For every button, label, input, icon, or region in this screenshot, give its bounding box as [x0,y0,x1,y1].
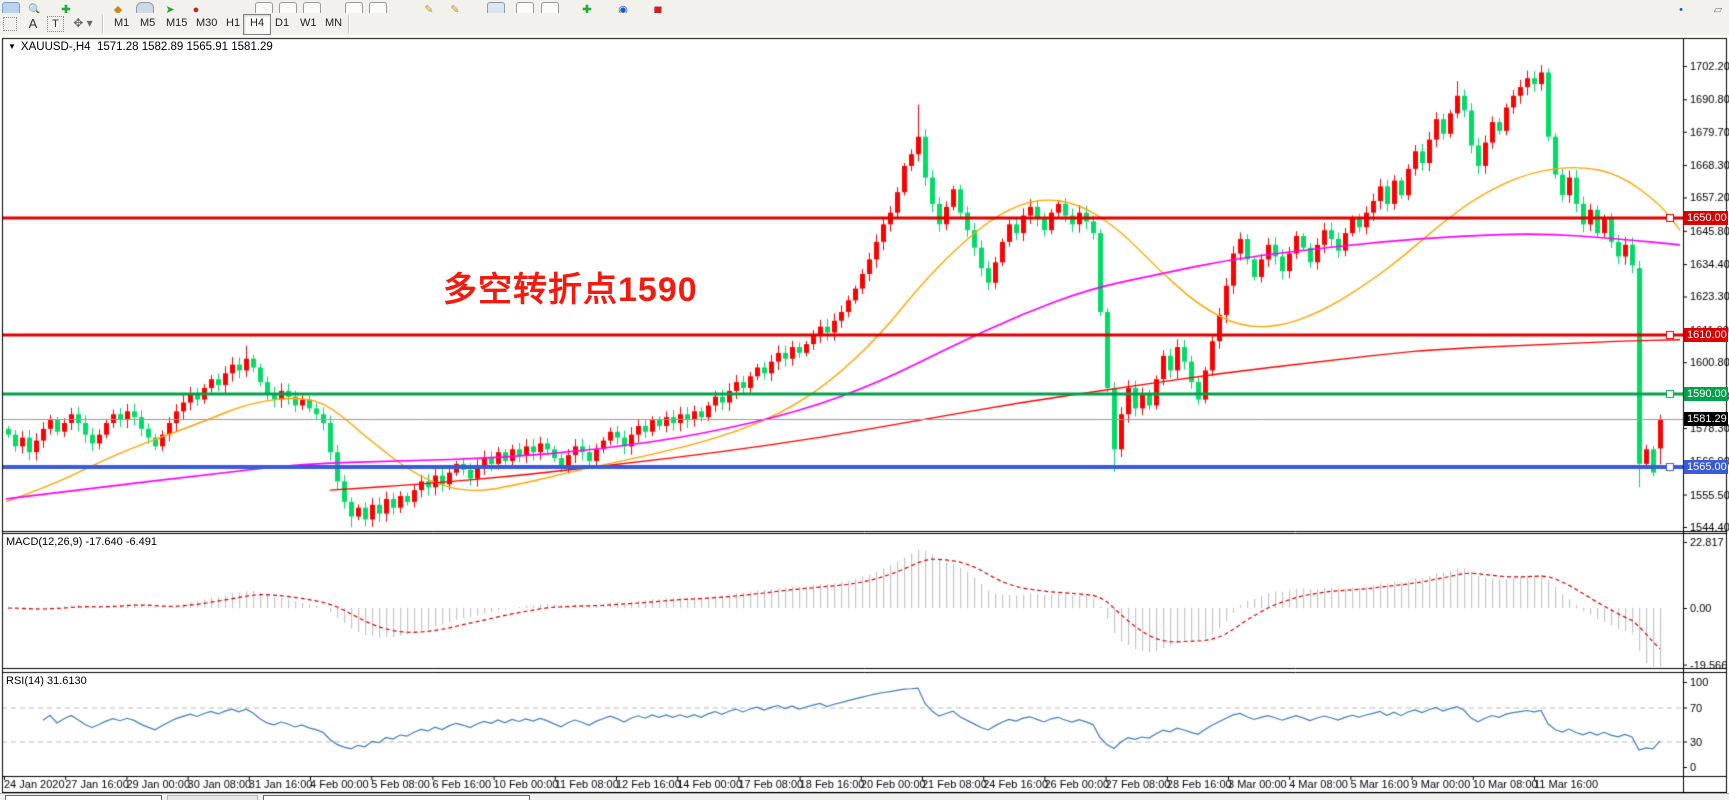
text-label-tool[interactable]: A [28,16,38,31]
chart-tab-bar [0,793,1729,800]
add-icon[interactable]: ✚ [61,4,71,13]
alert-icon[interactable]: ● [192,4,200,13]
current-price-label: 1581.29 [1684,412,1728,427]
chart-line-button[interactable] [303,2,321,13]
refresh-icon[interactable]: ➤ [165,4,175,13]
timeframe-h1-button[interactable]: H1 [226,17,241,29]
diamond-icon[interactable]: ◆ [113,4,123,13]
macd-indicator-label: MACD(12,26,9) -17.640 -6.491 [6,536,158,548]
timeframe-w1-button[interactable]: W1 [300,17,317,29]
chart-ohlc-values: 1571.28 1582.89 1565.91 1581.29 [96,41,273,53]
add-indicator-icon[interactable]: ✚ [582,4,592,13]
grid-window-icon[interactable] [487,2,505,13]
chart-bars-button[interactable] [255,2,273,13]
hline-price-label: 1565.00 [1684,459,1728,474]
chart-candles-button[interactable] [279,2,297,13]
new-chart-icon[interactable] [2,2,20,13]
chart-window: ▼ XAUUSD-,H4 1571.28 1582.89 1565.91 1581… [0,35,1729,800]
pencil2-icon[interactable]: ✎ [450,4,460,13]
toolbar-separator [348,15,350,33]
timeframe-m5-button[interactable]: M5 [140,17,156,29]
toolbar-separator [102,15,104,33]
chart-tab[interactable] [167,795,258,800]
zoom-out-button[interactable] [369,2,387,13]
text-box-tool[interactable]: T [47,16,64,32]
hline-price-label: 1590.00 [1684,386,1728,401]
hline-price-label: 1610.00 [1684,328,1728,343]
toolbar-top: 🔍 ✚ ◆ ➤ ● ✎ ✎ ✚ ◉ ◼ • ▱ [0,0,1729,13]
history-icon[interactable] [136,2,154,13]
help-icon[interactable]: • [1679,4,1683,13]
chart-tab[interactable] [5,795,162,800]
grid-snap-icon[interactable] [3,17,17,31]
options-icon[interactable]: ▱ [1713,4,1723,13]
toolbar-timeframes: A T ✥ ▾ M1 M5 M15 M30 H1 H4 D1 W1 MN [0,13,1729,36]
price-chart-canvas[interactable] [0,35,1729,800]
chart-tab[interactable] [263,795,530,800]
draw-arrows-icon[interactable]: ✥ ▾ [73,16,93,30]
autotrade-icon[interactable]: ◉ [618,4,628,13]
timeframe-m1-button[interactable]: M1 [114,17,130,29]
stop-icon[interactable]: ◼ [653,4,663,13]
zoom-in-button[interactable] [345,2,363,13]
timeframe-m30-button[interactable]: M30 [196,17,218,29]
timeframe-h4-button[interactable]: H4 [243,14,272,35]
zoom-icon[interactable]: 🔍 [28,4,42,13]
cascade-windows-button[interactable] [541,2,559,13]
timeframe-d1-button[interactable]: D1 [275,17,290,29]
annotation-text: 多空转折点1590 [443,271,698,309]
pencil-icon[interactable]: ✎ [424,4,434,13]
chart-symbol-period: XAUUSD-,H4 [20,41,91,53]
chart-title: ▼ XAUUSD-,H4 1571.28 1582.89 1565.91 1581… [8,41,273,53]
hline-price-label: 1650.00 [1684,211,1728,226]
timeframe-m15-button[interactable]: M15 [166,17,188,29]
timeframe-mn-button[interactable]: MN [325,17,343,29]
tile-windows-button[interactable] [516,2,534,13]
chevron-down-icon[interactable]: ▼ [8,42,16,51]
rsi-indicator-label: RSI(14) 31.6130 [6,675,87,687]
